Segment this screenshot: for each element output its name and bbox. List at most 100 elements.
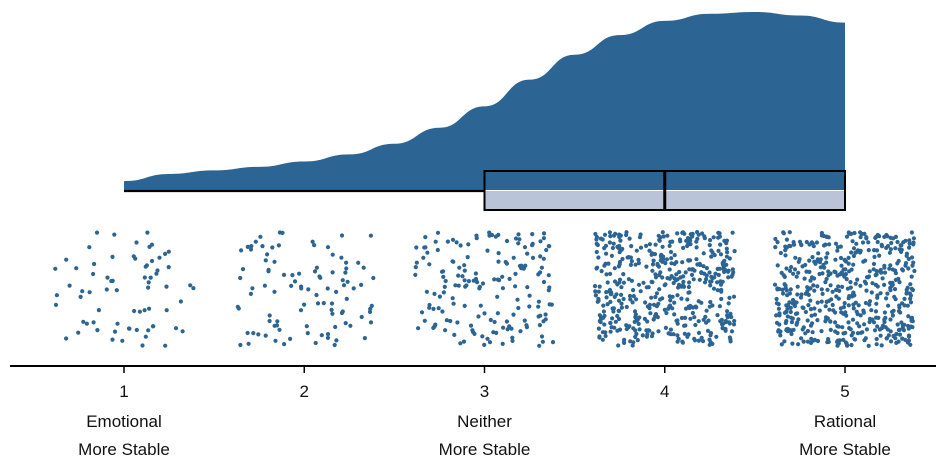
data-point [807, 242, 812, 247]
data-point [909, 274, 914, 279]
data-point [683, 315, 688, 320]
data-point [680, 283, 686, 288]
data-point [600, 337, 605, 342]
data-point [853, 337, 858, 342]
data-point [683, 306, 689, 311]
data-point [437, 294, 442, 299]
data-point [421, 255, 426, 260]
data-point [875, 239, 880, 245]
data-point [696, 232, 701, 237]
data-point [895, 322, 900, 327]
data-point [873, 309, 879, 314]
data-point [134, 240, 139, 245]
data-point [861, 308, 866, 313]
data-point [773, 245, 778, 250]
data-point [456, 273, 461, 278]
data-point [541, 236, 547, 241]
data-point [604, 251, 609, 256]
data-point [617, 277, 623, 282]
data-point [721, 321, 726, 326]
data-point [815, 318, 820, 323]
data-point [513, 236, 519, 241]
data-point [608, 299, 613, 304]
data-point [882, 310, 888, 315]
data-point [872, 328, 878, 333]
data-point [246, 341, 251, 346]
data-point [629, 244, 634, 249]
data-point [717, 304, 723, 309]
data-point [781, 291, 786, 296]
data-point [831, 308, 836, 313]
data-point [147, 244, 152, 249]
data-point [638, 245, 644, 250]
data-point [142, 308, 147, 313]
data-point [824, 260, 829, 265]
data-point [864, 327, 870, 332]
data-point [707, 243, 712, 248]
data-point [634, 297, 639, 302]
data-point [830, 302, 835, 308]
data-point [875, 284, 880, 289]
data-point [290, 273, 295, 278]
x-tick-label: 2 [300, 382, 309, 401]
data-point [500, 341, 505, 346]
data-point [880, 276, 885, 281]
data-point [657, 287, 662, 292]
data-point [775, 263, 780, 268]
data-point [87, 290, 92, 295]
data-point [465, 255, 470, 260]
data-point [541, 256, 546, 261]
data-point [267, 313, 272, 318]
data-point [897, 327, 902, 332]
data-point [847, 294, 852, 299]
data-point [908, 296, 913, 301]
data-point [699, 335, 704, 340]
data-point [164, 284, 169, 289]
data-point [795, 284, 800, 289]
data-point [636, 261, 642, 266]
data-point [778, 333, 783, 338]
data-point [835, 245, 841, 250]
data-point [853, 250, 858, 255]
data-point [516, 232, 521, 237]
data-point [787, 230, 792, 235]
data-point [615, 313, 620, 319]
data-point [808, 340, 814, 345]
data-point [513, 284, 518, 289]
data-point [869, 290, 874, 295]
data-point [806, 303, 811, 308]
data-point [843, 272, 849, 277]
data-point [500, 286, 505, 291]
data-point [685, 297, 690, 302]
data-point [785, 314, 790, 319]
data-point [511, 255, 516, 260]
data-point [709, 254, 714, 259]
data-point [688, 238, 693, 243]
data-point [835, 248, 840, 253]
data-point [76, 330, 81, 335]
data-point [485, 248, 490, 253]
data-point [120, 338, 125, 343]
data-point [777, 322, 782, 327]
data-point [550, 340, 556, 345]
data-point [808, 278, 813, 283]
data-point [54, 293, 60, 298]
data-point [911, 236, 917, 241]
data-point [858, 283, 863, 288]
data-point [667, 243, 672, 248]
data-point [416, 326, 421, 331]
data-point [91, 320, 96, 325]
data-point [144, 263, 149, 268]
data-point [615, 328, 620, 333]
data-point [716, 248, 721, 253]
data-point [892, 287, 898, 292]
data-point [348, 323, 353, 328]
data-point [837, 338, 843, 343]
data-point [906, 326, 911, 331]
data-point [675, 231, 680, 236]
data-point [675, 333, 680, 338]
data-point [803, 309, 809, 315]
data-point [509, 326, 514, 331]
data-point [805, 318, 810, 323]
